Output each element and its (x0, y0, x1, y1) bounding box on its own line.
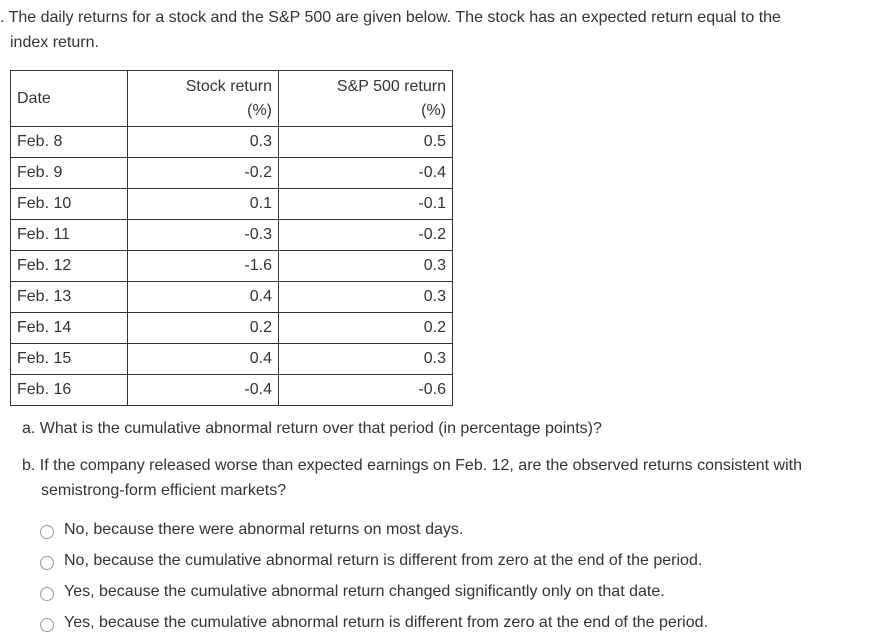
table-row: Feb. 12 -1.6 0.3 (10, 250, 453, 282)
cell-date: Feb. 10 (10, 188, 128, 220)
table-row: Feb. 15 0.4 0.3 (10, 343, 453, 375)
problem-intro: . The daily returns for a stock and the … (0, 5, 870, 55)
cell-sp500-return: 0.2 (278, 312, 453, 344)
cell-stock-return: -0.3 (127, 219, 279, 251)
radio-button-icon[interactable] (40, 555, 54, 570)
cell-sp500-return: -0.2 (278, 219, 453, 251)
cell-stock-return: -1.6 (127, 250, 279, 282)
question-a: a. What is the cumulative abnormal retur… (22, 420, 602, 437)
cell-sp500-return: -0.4 (278, 157, 453, 189)
answer-option-label: Yes, because the cumulative abnormal ret… (64, 583, 665, 600)
cell-stock-return: 0.4 (127, 281, 279, 313)
radio-button-icon[interactable] (40, 524, 54, 539)
table-row: Feb. 16 -0.4 -0.6 (10, 374, 453, 406)
radio-button-icon[interactable] (40, 617, 54, 632)
cell-date: Feb. 11 (10, 219, 128, 251)
cell-date: Feb. 16 (10, 374, 128, 406)
cell-stock-return: -0.2 (127, 157, 279, 189)
header-stock-label: Stock return (185, 77, 272, 95)
header-sp500-return: S&P 500 return (%) (278, 70, 453, 127)
header-sp-label: S&P 500 return (336, 77, 446, 95)
cell-stock-return: -0.4 (127, 374, 279, 406)
cell-sp500-return: -0.6 (278, 374, 453, 406)
cell-date: Feb. 12 (10, 250, 128, 282)
table-row: Feb. 11 -0.3 -0.2 (10, 219, 453, 251)
question-b: b. If the company released worse than ex… (22, 453, 880, 503)
question-b-line-2: semistrong-form efficient markets? (41, 482, 287, 499)
cell-sp500-return: 0.3 (278, 281, 453, 313)
header-stock-return: Stock return (%) (127, 70, 279, 127)
header-date: Date (10, 70, 128, 127)
cell-stock-return: 0.3 (127, 126, 279, 158)
answer-option-label: No, because the cumulative abnormal retu… (64, 552, 703, 569)
cell-stock-return: 0.2 (127, 312, 279, 344)
cell-date: Feb. 14 (10, 312, 128, 344)
header-stock-unit: (%) (247, 101, 272, 119)
cell-stock-return: 0.1 (127, 188, 279, 220)
cell-date: Feb. 9 (10, 157, 128, 189)
cell-sp500-return: 0.5 (278, 126, 453, 158)
cell-stock-return: 0.4 (127, 343, 279, 375)
table-header-row: Date Stock return (%) S&P 500 return (%) (10, 70, 453, 127)
cell-sp500-return: 0.3 (278, 343, 453, 375)
question-b-line-1: b. If the company released worse than ex… (22, 457, 803, 474)
answer-option-3[interactable]: Yes, because the cumulative abnormal ret… (40, 579, 665, 605)
answer-option-4[interactable]: Yes, because the cumulative abnormal ret… (40, 610, 708, 636)
answer-option-1[interactable]: No, because there were abnormal returns … (40, 517, 463, 543)
table-row: Feb. 8 0.3 0.5 (10, 126, 453, 158)
cell-sp500-return: 0.3 (278, 250, 453, 282)
cell-date: Feb. 15 (10, 343, 128, 375)
cell-sp500-return: -0.1 (278, 188, 453, 220)
intro-line-1: . The daily returns for a stock and the … (0, 9, 781, 26)
cell-date: Feb. 13 (10, 281, 128, 313)
returns-table: Date Stock return (%) S&P 500 return (%)… (10, 70, 453, 406)
table-row: Feb. 13 0.4 0.3 (10, 281, 453, 313)
answer-option-2[interactable]: No, because the cumulative abnormal retu… (40, 548, 702, 574)
table-row: Feb. 9 -0.2 -0.4 (10, 157, 453, 189)
answer-option-label: Yes, because the cumulative abnormal ret… (64, 614, 708, 631)
radio-button-icon[interactable] (40, 586, 54, 601)
intro-line-2: index return. (10, 34, 99, 51)
header-sp-unit: (%) (421, 101, 446, 119)
answer-option-label: No, because there were abnormal returns … (64, 521, 464, 538)
cell-date: Feb. 8 (10, 126, 128, 158)
table-row: Feb. 14 0.2 0.2 (10, 312, 453, 344)
table-row: Feb. 10 0.1 -0.1 (10, 188, 453, 220)
